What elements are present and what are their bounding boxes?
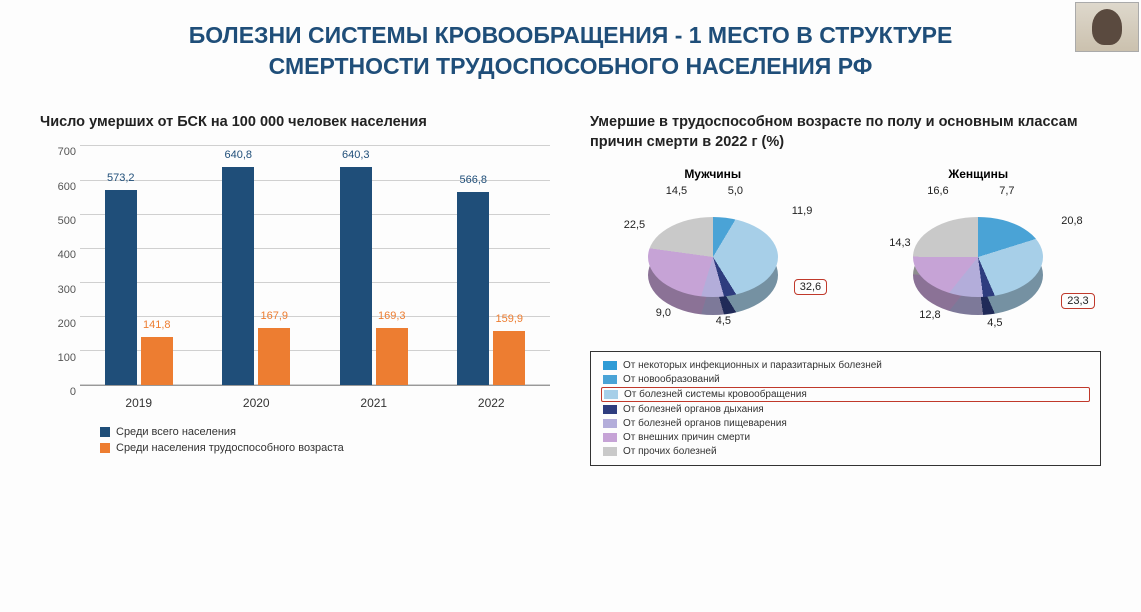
bar-chart-panel: Число умерших от БСК на 100 000 человек …	[40, 112, 560, 466]
pie-slice-label: 22,5	[624, 219, 645, 231]
pie-slice-label: 14,3	[889, 237, 910, 249]
bar-chart-legend: Среди всего населения Среди населения тру…	[40, 426, 560, 454]
pie-slice-label: 4,5	[716, 315, 731, 327]
legend-label: От внешних причин смерти	[623, 432, 750, 443]
pie-slice-label: 14,5	[666, 185, 687, 197]
pie-section-title: Умершие в трудоспособном возрасте по пол…	[590, 112, 1101, 153]
bar: 573,2	[105, 190, 137, 386]
pie-slice-label: 16,6	[927, 185, 948, 197]
pie-slice-label: 23,3	[1061, 293, 1094, 309]
title-line-1: БОЛЕЗНИ СИСТЕМЫ КРОВООБРАЩЕНИЯ - 1 МЕСТО…	[189, 22, 953, 48]
legend-swatch	[603, 433, 617, 442]
bar-chart-xlabels: 2019 2020 2021 2022	[80, 396, 550, 410]
pie-slice-label: 9,0	[656, 307, 671, 319]
pie-legend-item: От новообразований	[601, 373, 1090, 386]
pie-slice-label: 5,0	[728, 185, 743, 197]
pie-legend: От некоторых инфекционных и паразитарных…	[590, 351, 1101, 466]
pie-top	[648, 217, 778, 297]
bar-chart-groups: 573,2141,8640,8167,9640,3169,3566,8159,9	[80, 146, 550, 385]
bar-chart-plot-area: 573,2141,8640,8167,9640,3169,3566,8159,9	[80, 146, 550, 386]
bar-value-label: 167,9	[260, 310, 288, 322]
pie-legend-item: От болезней системы кровообращения	[601, 387, 1090, 402]
bar-chart: 0100200300400500600700 573,2141,8640,816…	[40, 146, 560, 416]
bar-value-label: 573,2	[107, 172, 135, 184]
bar: 640,8	[222, 167, 254, 386]
bar: 167,9	[258, 328, 290, 385]
x-tick-label: 2022	[478, 396, 505, 410]
pie-slice-label: 11,9	[792, 205, 813, 217]
legend-label: От новообразований	[623, 374, 720, 385]
bar-group: 573,2141,8	[105, 146, 173, 385]
bar-value-label: 159,9	[495, 313, 523, 325]
pie-holder: 7,720,823,34,512,814,316,6	[903, 187, 1053, 337]
pie-charts-row: Мужчины 5,0 11,9 32,6 4,5 9,0 22,5 14,5 Женщины 7…	[590, 167, 1101, 337]
pie-legend-item: От внешних причин смерти	[601, 431, 1090, 444]
pie-slice-label-highlighted: 32,6	[794, 279, 827, 295]
legend-label: От болезней органов дыхания	[623, 404, 764, 415]
content-row: Число умерших от БСК на 100 000 человек …	[0, 92, 1141, 476]
pie-top	[913, 217, 1043, 297]
pie-holder: 5,011,932,64,59,022,514,5	[638, 187, 788, 337]
pie-slice-label: 12,8	[919, 309, 940, 321]
legend-swatch	[603, 361, 617, 370]
legend-label: От болезней органов пищеварения	[623, 418, 787, 429]
pie-legend-item: От болезней органов пищеварения	[601, 417, 1090, 430]
x-tick-label: 2021	[360, 396, 387, 410]
bar: 159,9	[493, 331, 525, 386]
legend-label: От некоторых инфекционных и паразитарных…	[623, 360, 882, 371]
legend-item: Среди всего населения	[100, 426, 560, 438]
bar-group: 566,8159,9	[457, 146, 525, 385]
pie-legend-item: От некоторых инфекционных и паразитарных…	[601, 359, 1090, 372]
pie-slice-label-highlighted: 23,3	[1061, 293, 1094, 309]
pie-slice-label: 32,6	[794, 279, 827, 295]
pie-slice-label: 20,8	[1061, 215, 1082, 227]
legend-label: От прочих болезней	[623, 446, 717, 457]
x-tick-label: 2020	[243, 396, 270, 410]
pie-slice-label: 7,7	[999, 185, 1014, 197]
legend-swatch	[604, 390, 618, 399]
pie-title: Мужчины	[593, 167, 833, 181]
legend-label: От болезней системы кровообращения	[624, 389, 807, 400]
bar: 169,3	[376, 328, 408, 386]
bar-value-label: 141,8	[143, 319, 171, 331]
speaker-thumbnail	[1075, 2, 1139, 52]
bar: 640,3	[340, 167, 372, 386]
bar: 141,8	[141, 337, 173, 385]
pie-panel: Умершие в трудоспособном возрасте по пол…	[590, 112, 1101, 466]
pie-slice-label: 4,5	[987, 317, 1002, 329]
bar-value-label: 566,8	[459, 174, 487, 186]
title-line-2: СМЕРТНОСТИ ТРУДОСПОСОБНОГО НАСЕЛЕНИЯ РФ	[269, 53, 873, 79]
legend-swatch	[603, 375, 617, 384]
bar: 566,8	[457, 192, 489, 386]
slide-title: БОЛЕЗНИ СИСТЕМЫ КРОВООБРАЩЕНИЯ - 1 МЕСТО…	[0, 0, 1141, 92]
legend-swatch	[603, 447, 617, 456]
pie-legend-item: От болезней органов дыхания	[601, 403, 1090, 416]
bar-value-label: 640,3	[342, 149, 370, 161]
legend-item: Среди населения трудоспособного возраста	[100, 442, 560, 454]
bar-value-label: 640,8	[224, 149, 252, 161]
legend-swatch	[603, 419, 617, 428]
legend-swatch	[100, 443, 110, 453]
pie-chart: Мужчины 5,0 11,9 32,6 4,5 9,0 22,5 14,5	[593, 167, 833, 337]
pie-legend-item: От прочих болезней	[601, 445, 1090, 458]
legend-swatch	[603, 405, 617, 414]
legend-label: Среди всего населения	[116, 426, 236, 438]
legend-swatch	[100, 427, 110, 437]
bar-group: 640,3169,3	[340, 146, 408, 385]
x-tick-label: 2019	[125, 396, 152, 410]
bar-group: 640,8167,9	[222, 146, 290, 385]
pie-title: Женщины	[858, 167, 1098, 181]
pie-chart: Женщины 7,7 20,8 23,3 4,5 12,8 14,3 16,6	[858, 167, 1098, 337]
bar-value-label: 169,3	[378, 310, 406, 322]
legend-label: Среди населения трудоспособного возраста	[116, 442, 344, 454]
bar-chart-title: Число умерших от БСК на 100 000 человек …	[40, 112, 560, 132]
